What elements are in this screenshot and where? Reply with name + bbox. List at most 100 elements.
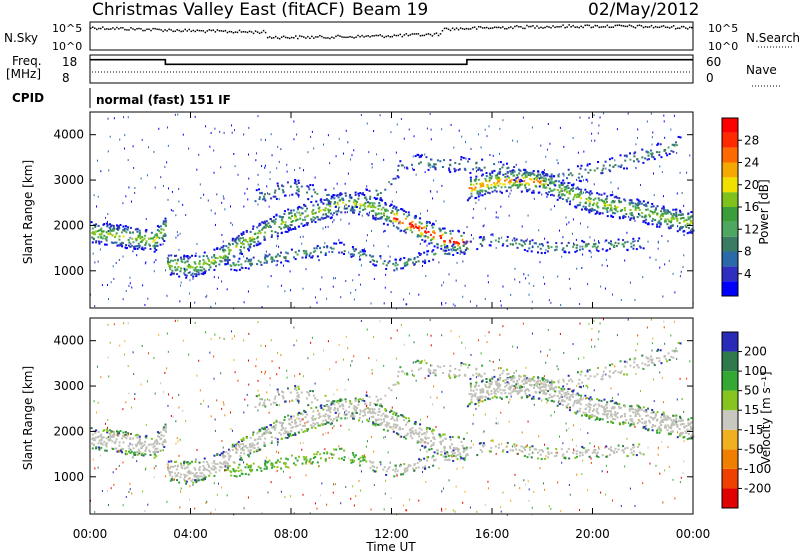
power-cell xyxy=(509,186,512,189)
velocity-cell xyxy=(685,432,688,435)
power-cell xyxy=(212,255,215,258)
power-cell xyxy=(537,180,540,183)
velocity-cell xyxy=(538,449,541,452)
velocity-cell xyxy=(409,435,412,438)
power-cell xyxy=(302,224,305,227)
velocity-cell xyxy=(566,390,569,393)
power-cell xyxy=(306,207,309,210)
power-cell xyxy=(513,179,516,182)
velocity-cell xyxy=(326,421,329,424)
velocity-cell xyxy=(216,453,219,456)
power-cell xyxy=(602,164,605,167)
velocity-cell xyxy=(679,423,682,426)
power-cell xyxy=(368,189,371,192)
velocity-cell xyxy=(566,406,569,409)
velocity-cell xyxy=(203,478,206,481)
velocity-cell xyxy=(219,461,222,464)
power-cell xyxy=(552,182,555,185)
velocity-cell xyxy=(149,450,152,453)
power-cell xyxy=(320,201,323,204)
velocity-cell xyxy=(91,442,94,445)
velocity-cell xyxy=(312,457,315,460)
velocity-cell xyxy=(214,471,217,474)
power-cell xyxy=(156,234,159,237)
power-cell xyxy=(362,253,365,256)
velocity-cell xyxy=(567,393,570,396)
power-cell xyxy=(463,251,466,254)
velocity-cell xyxy=(340,417,343,420)
velocity-cell xyxy=(288,422,291,425)
power-cell xyxy=(186,260,189,263)
power-cell xyxy=(615,195,618,198)
velocity-cell xyxy=(610,421,613,424)
nsky-point xyxy=(477,25,480,28)
power-cell xyxy=(400,229,403,232)
velocity-cell xyxy=(431,428,434,431)
power-cell xyxy=(565,199,568,202)
power-noise xyxy=(247,290,249,293)
power-cell xyxy=(621,243,624,246)
power-cell xyxy=(239,237,242,240)
velocity-cell xyxy=(508,392,511,395)
velocity-cell xyxy=(643,410,646,413)
power-cell xyxy=(405,217,408,220)
power-noise xyxy=(538,229,540,232)
power-cell xyxy=(106,225,109,228)
power-noise xyxy=(318,259,320,262)
power-cell xyxy=(449,171,452,174)
power-noise xyxy=(429,112,431,115)
power-cell xyxy=(411,225,414,228)
power-cell xyxy=(580,192,583,195)
velocity-cell xyxy=(311,416,314,419)
plot-title: Christmas Valley East (fitACF) xyxy=(92,0,345,20)
power-cell xyxy=(487,180,490,183)
power-cell xyxy=(110,241,113,244)
power-noise xyxy=(179,300,181,303)
power-noise xyxy=(131,286,133,289)
power-cell xyxy=(476,190,479,193)
power-cell xyxy=(358,207,361,210)
velocity-cell xyxy=(522,383,525,386)
power-cell xyxy=(257,232,260,235)
power-cell xyxy=(474,187,477,190)
velocity-cell xyxy=(688,429,691,432)
power-cell xyxy=(372,206,375,209)
velocity-cell xyxy=(628,409,631,412)
power-cell xyxy=(624,199,627,202)
nsky-point xyxy=(164,29,166,31)
power-cell xyxy=(614,205,617,208)
nsky-point xyxy=(178,29,180,32)
power-cell xyxy=(608,164,611,167)
power-cell xyxy=(292,227,295,230)
power-noise xyxy=(277,237,279,240)
power-cell xyxy=(611,199,614,202)
power-cell xyxy=(294,178,297,181)
velocity-cell xyxy=(330,401,333,404)
nsky-point xyxy=(425,33,428,36)
power-noise xyxy=(512,139,514,142)
nsky-point xyxy=(528,25,530,28)
velocity-cell xyxy=(377,423,380,426)
power-noise xyxy=(532,245,534,248)
power-cell xyxy=(195,268,198,271)
power-cell xyxy=(322,213,325,216)
power-noise xyxy=(194,115,196,118)
power-noise xyxy=(113,277,115,280)
velocity-cell xyxy=(122,435,125,438)
power-noise xyxy=(113,117,115,120)
velocity-cell xyxy=(504,378,507,381)
power-cell xyxy=(256,235,259,238)
velocity-cell xyxy=(280,425,283,428)
power-noise xyxy=(345,207,347,210)
velocity-cell xyxy=(548,393,551,396)
power-cell xyxy=(654,208,657,211)
velocity-cell xyxy=(392,412,395,415)
power-cell xyxy=(411,220,414,223)
power-cell xyxy=(511,171,514,174)
velocity-cell xyxy=(247,453,250,456)
velocity-cell xyxy=(461,444,464,447)
power-noise xyxy=(189,271,191,274)
power-cell xyxy=(580,164,583,167)
velocity-cell xyxy=(651,417,654,420)
power-noise xyxy=(127,116,129,119)
